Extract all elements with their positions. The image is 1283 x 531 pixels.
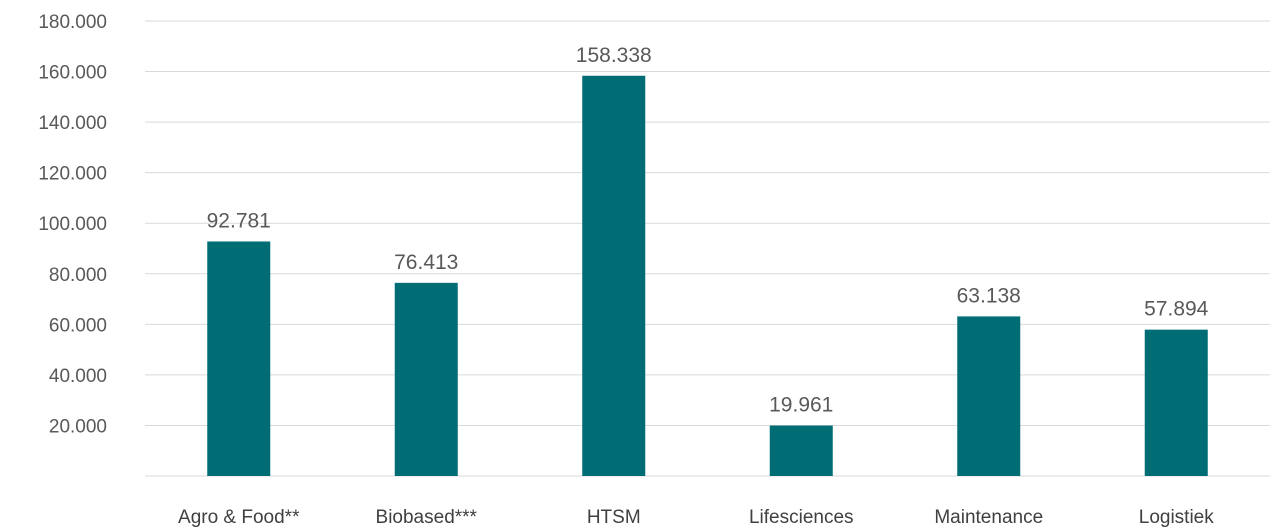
bar (394, 282, 458, 476)
data-label: 92.781 (207, 209, 271, 232)
category-label: Biobased*** (376, 507, 478, 528)
y-tick-label: 60.000 (49, 315, 107, 336)
bar (207, 241, 271, 476)
category-label: Lifesciences (749, 507, 854, 528)
bars (207, 75, 1208, 477)
data-label: 57.894 (1144, 298, 1209, 321)
bar (1144, 329, 1208, 476)
bar (769, 425, 833, 476)
category-label: Maintenance (934, 507, 1043, 528)
gridlines (145, 20, 1270, 477)
y-tick-label: 20.000 (49, 416, 107, 437)
category-label: Logistiek (1139, 507, 1214, 528)
y-tick-label: 160.000 (38, 63, 107, 84)
data-labels: 92.781 76.413 158.338 19.961 63.138 57.894 (207, 44, 1209, 417)
y-tick-label: 80.000 (49, 265, 107, 286)
bar (957, 316, 1021, 476)
data-label: 63.138 (957, 284, 1021, 307)
y-tick-label: 100.000 (38, 214, 107, 235)
category-label: Agro & Food** (178, 507, 300, 528)
y-tick-label: 120.000 (38, 164, 107, 185)
data-label: 158.338 (576, 44, 652, 67)
y-tick-label: 140.000 (38, 113, 107, 134)
y-tick-label: 180.000 (38, 12, 107, 33)
category-label: HTSM (587, 507, 641, 528)
x-axis-category-labels: Agro & Food** Biobased*** HTSM Lifesciences… (178, 507, 1214, 528)
y-tick-label: 40.000 (49, 366, 107, 387)
bar (582, 75, 646, 477)
data-label: 76.413 (394, 251, 458, 274)
data-label: 19.961 (769, 394, 833, 417)
y-axis-tick-labels: 20.000 40.000 60.000 80.000 100.000 120.000 14… (38, 12, 107, 437)
